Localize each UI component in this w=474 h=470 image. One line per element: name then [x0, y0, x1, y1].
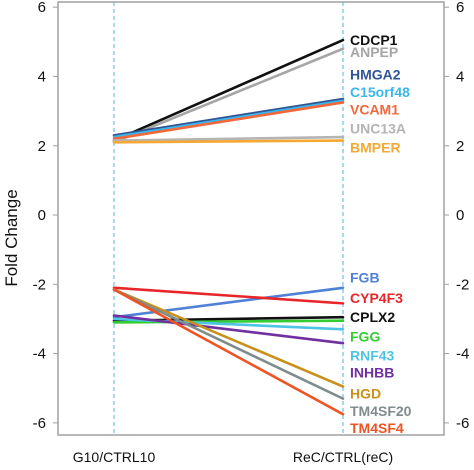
series-label-rnf43: RNF43 [350, 347, 395, 363]
y-tick-label-right: -6 [456, 415, 469, 432]
x-axis-categories: G10/CTRL10 ReC/CTRL(reC) [73, 449, 393, 465]
series-label-c15orf48: C15orf48 [350, 84, 410, 100]
vertical-dashed-guides [113, 2, 344, 435]
series-label-bmper: BMPER [350, 139, 401, 155]
series-label-cplx2: CPLX2 [350, 309, 395, 325]
series-line-c15orf48 [112, 99, 345, 139]
y-tick-label-right: 4 [456, 68, 464, 85]
y-tick-label-right: -2 [456, 276, 469, 293]
x-category-label-2: ReC/CTRL(reC) [293, 449, 393, 465]
series-label-inhbb: INHBB [350, 365, 394, 381]
y-tick-label-right: -4 [456, 346, 469, 363]
plot-frame [57, 1, 445, 436]
series-label-tm4sf20: TM4SF20 [350, 403, 412, 419]
series-label-anpep: ANPEP [350, 44, 398, 60]
y-tick-label-left: -4 [33, 346, 46, 363]
series-line-inhbb [112, 314, 345, 345]
y-tick-label-left: 4 [38, 68, 46, 85]
series-label-hgd: HGD [350, 385, 381, 401]
series-label-cdcp1: CDCP1 [350, 32, 398, 48]
series-line-fgb [112, 286, 345, 319]
series-line-hgd [112, 288, 345, 388]
series-label-unc13a: UNC13A [350, 120, 406, 136]
series-line-vcam1 [112, 101, 345, 141]
series-label-tm4sf4: TM4SF4 [350, 420, 404, 436]
series-line-unc13a [112, 135, 345, 142]
y-axis-label: Fold Change [2, 189, 21, 286]
series-line-cyp4f3 [112, 286, 345, 305]
series-label-fgb: FGB [350, 269, 380, 285]
plot-border [57, 1, 445, 436]
y-tick-label-right: 0 [456, 207, 464, 224]
y-axis-left: 6 4 2 0 -2 -4 -6 [33, 0, 58, 432]
series-label-cyp4f3: CYP4F3 [350, 290, 403, 306]
y-tick-label-left: 0 [38, 207, 46, 224]
y-tick-label-left: 6 [38, 0, 46, 16]
series-line-hmga2 [112, 97, 345, 137]
series-line-tm4sf20 [112, 288, 345, 400]
series-label-hmga2: HMGA2 [350, 67, 401, 83]
series-label-fgg: FGG [350, 328, 380, 344]
y-tick-label-right: 2 [456, 138, 464, 155]
series-line-anpep [112, 47, 345, 144]
y-axis-right: 6 4 2 0 -2 -4 -6 [444, 0, 469, 432]
x-category-label-1: G10/CTRL10 [73, 449, 156, 465]
y-tick-label-right: 6 [456, 0, 464, 16]
y-tick-label-left: -6 [33, 415, 46, 432]
series-label-vcam1: VCAM1 [350, 101, 399, 117]
series-line-fgg [112, 319, 345, 324]
series-line-cdcp1 [112, 38, 345, 142]
y-tick-label-left: 2 [38, 138, 46, 155]
series-line-tm4sf4 [112, 288, 345, 416]
series-line-bmper [112, 139, 345, 144]
y-tick-label-left: -2 [33, 276, 46, 293]
series-lines [112, 38, 345, 416]
